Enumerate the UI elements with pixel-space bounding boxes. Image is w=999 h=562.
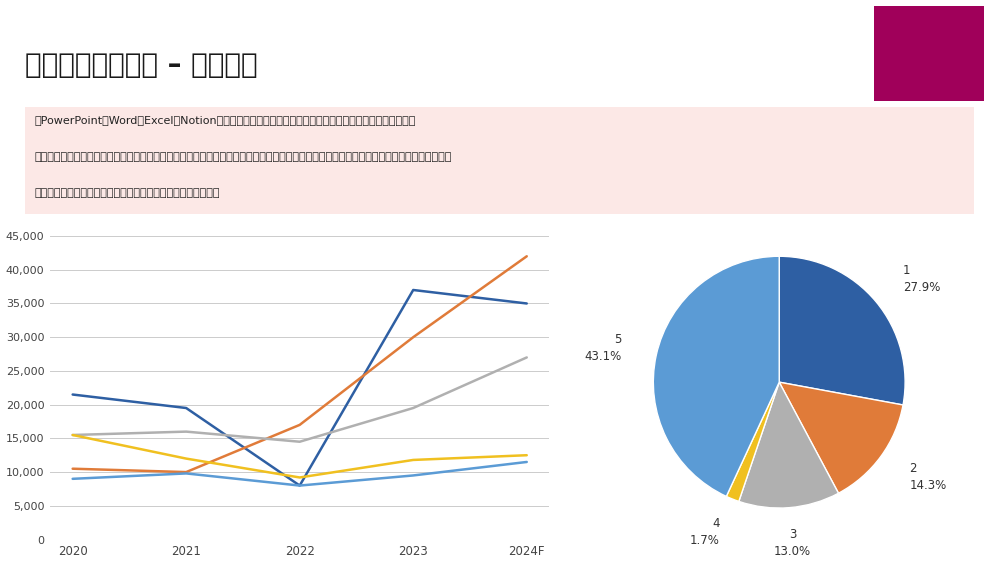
Text: 2
14.3%: 2 14.3% <box>909 463 946 492</box>
Wedge shape <box>779 256 905 405</box>
Text: 5
43.1%: 5 43.1% <box>584 333 621 362</box>
Text: 3
13.0%: 3 13.0% <box>774 528 811 558</box>
Wedge shape <box>726 382 779 501</box>
Text: ・日本語以外に、英語でのレポート作成にも対応いたします。: ・日本語以外に、英語でのレポート作成にも対応いたします。 <box>35 188 221 198</box>
Wedge shape <box>779 382 903 493</box>
Text: 1
27.9%: 1 27.9% <box>903 264 940 294</box>
Text: 市場調査レポート – イメージ: 市場調査レポート – イメージ <box>25 51 258 79</box>
Wedge shape <box>739 382 838 508</box>
Wedge shape <box>653 256 779 496</box>
Text: 4
1.7%: 4 1.7% <box>689 517 719 547</box>
Text: ・PowerPointやWord、Excel、Notionなど、ご要望のフォーマットに合わせたレポート作成が可能です。: ・PowerPointやWord、Excel、Notionなど、ご要望のフォーマ… <box>35 115 417 125</box>
Text: ・調査項目は市場規模や推移、主要プレイヤー、シェア、ユーザー評価など。対象によって異なりますので、まずはお問い合わせください！: ・調査項目は市場規模や推移、主要プレイヤー、シェア、ユーザー評価など。対象によっ… <box>35 152 453 162</box>
